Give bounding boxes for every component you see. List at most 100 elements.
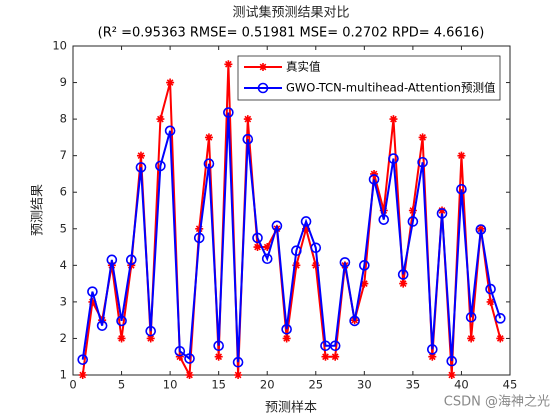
marker (232, 356, 244, 368)
y-tick-label: 10 (52, 39, 67, 53)
marker (397, 269, 409, 280)
marker (446, 355, 458, 367)
y-tick-label: 6 (60, 185, 67, 199)
chart-title: 测试集预测结果对比 (232, 5, 349, 21)
marker (243, 115, 252, 124)
marker (496, 334, 505, 343)
y-tick-label: 8 (60, 112, 67, 126)
marker (475, 224, 487, 235)
marker (456, 183, 467, 195)
marker (370, 169, 379, 178)
marker (203, 158, 215, 170)
legend-label: 真实值 (286, 60, 321, 74)
marker (184, 353, 195, 364)
marker (292, 261, 301, 270)
y-tick-label: 2 (60, 331, 67, 345)
marker (281, 324, 292, 335)
marker (310, 242, 322, 254)
marker (476, 224, 485, 233)
marker (185, 371, 194, 379)
marker (164, 125, 176, 137)
y-tick-label: 7 (60, 148, 67, 162)
marker (155, 160, 166, 172)
marker (359, 260, 370, 271)
series-line (81, 112, 502, 363)
marker (253, 243, 262, 252)
x-tick-label: 45 (503, 378, 518, 392)
marker (252, 232, 263, 244)
marker (300, 216, 312, 227)
marker (261, 253, 273, 265)
marker (417, 156, 428, 168)
marker (174, 345, 186, 357)
marker (486, 297, 495, 306)
marker (407, 216, 419, 227)
marker (96, 320, 108, 331)
marker (389, 115, 398, 124)
x-tick-label: 20 (260, 378, 275, 392)
y-tick-label: 4 (60, 258, 67, 272)
marker (88, 297, 97, 306)
x-tick-label: 15 (211, 378, 226, 392)
marker (465, 311, 477, 323)
marker (257, 82, 269, 94)
y-tick-label: 3 (60, 294, 67, 308)
marker (485, 283, 496, 295)
marker (271, 220, 283, 232)
marker (329, 340, 341, 352)
marker (311, 261, 320, 270)
marker (438, 206, 447, 215)
marker (125, 254, 137, 266)
marker (175, 352, 184, 361)
x-tick-label: 10 (163, 378, 178, 392)
marker (214, 352, 223, 361)
marker (447, 371, 456, 379)
y-axis-label: 预测结果 (31, 184, 46, 236)
marker (339, 257, 351, 268)
marker (457, 151, 466, 160)
marker (242, 133, 254, 145)
marker (436, 208, 448, 219)
marker (135, 162, 147, 173)
plot-area (72, 45, 511, 376)
y-tick-label: 5 (60, 221, 67, 235)
marker (145, 325, 156, 337)
marker (368, 174, 380, 185)
watermark: CSDN @海神之光 (444, 395, 550, 410)
y-tick-label: 9 (60, 75, 67, 89)
marker (467, 334, 476, 343)
marker (204, 133, 213, 142)
marker (360, 279, 369, 288)
legend-box (237, 55, 501, 101)
marker (234, 371, 243, 379)
marker (213, 340, 224, 352)
marker (78, 371, 87, 379)
marker (388, 153, 399, 164)
marker (259, 63, 267, 71)
x-axis-label: 预测样本 (265, 401, 317, 416)
marker (106, 254, 118, 266)
marker (156, 115, 165, 124)
marker (494, 313, 506, 324)
marker (378, 214, 390, 225)
marker (291, 245, 302, 257)
marker (399, 279, 408, 288)
marker (87, 286, 98, 297)
chart-subtitle: (R² =0.95363 RMSE= 0.51981 MSE= 0.2702 R… (98, 26, 485, 41)
marker (263, 243, 272, 252)
marker (223, 107, 234, 118)
marker (428, 352, 437, 361)
x-tick-label: 35 (406, 378, 421, 392)
marker (379, 206, 388, 215)
marker (349, 315, 360, 327)
legend-label: GWO-TCN-multihead-Attention预测值 (286, 81, 496, 95)
marker (331, 352, 340, 361)
marker (146, 334, 155, 343)
marker (224, 60, 233, 69)
marker (136, 151, 145, 160)
legend: 真实值 GWO-TCN-multihead-Attention预测值 (237, 55, 501, 101)
marker (116, 315, 127, 327)
x-tick-label: 40 (454, 378, 469, 392)
marker (282, 334, 291, 343)
